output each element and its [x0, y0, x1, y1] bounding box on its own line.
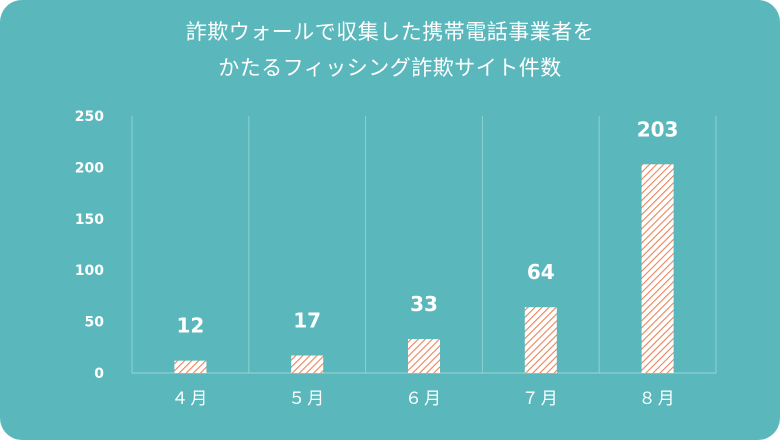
bar	[291, 355, 324, 373]
x-tick-label: ４月	[171, 389, 209, 409]
bar	[524, 307, 557, 373]
y-axis-ticks: 0 50 100 150 200 250	[75, 109, 104, 382]
bar	[641, 164, 674, 373]
data-label: 33	[410, 292, 438, 316]
y-tick-label: 250	[75, 109, 104, 125]
x-axis-ticks: ４月 ５月 ６月 ７月 ８月	[171, 389, 677, 409]
x-tick-label: ６月	[405, 389, 443, 409]
y-tick-label: 50	[85, 315, 105, 331]
x-tick-label: ７月	[522, 389, 560, 409]
bar	[408, 339, 440, 373]
data-label: 17	[293, 309, 321, 333]
x-tick-label: ８月	[639, 389, 677, 409]
y-tick-label: 0	[94, 366, 104, 382]
chart-title-line-2: かたるフィッシング詐欺サイト件数	[218, 56, 562, 80]
chart-title-line-1: 詐欺ウォールで収集した携帯電話事業者を	[185, 20, 595, 44]
data-labels: 12 17 33 64 203	[176, 117, 678, 337]
y-tick-label: 150	[75, 212, 104, 228]
bars	[174, 164, 674, 373]
chart-title: 詐欺ウォールで収集した携帯電話事業者を かたるフィッシング詐欺サイト件数	[0, 14, 780, 86]
data-label: 64	[527, 260, 555, 284]
data-label: 12	[176, 314, 204, 338]
y-tick-label: 100	[75, 263, 104, 279]
bar	[174, 360, 207, 373]
grid-lines	[131, 116, 717, 374]
x-tick-label: ５月	[288, 389, 326, 409]
data-label: 203	[637, 117, 679, 141]
y-tick-label: 200	[75, 160, 104, 176]
